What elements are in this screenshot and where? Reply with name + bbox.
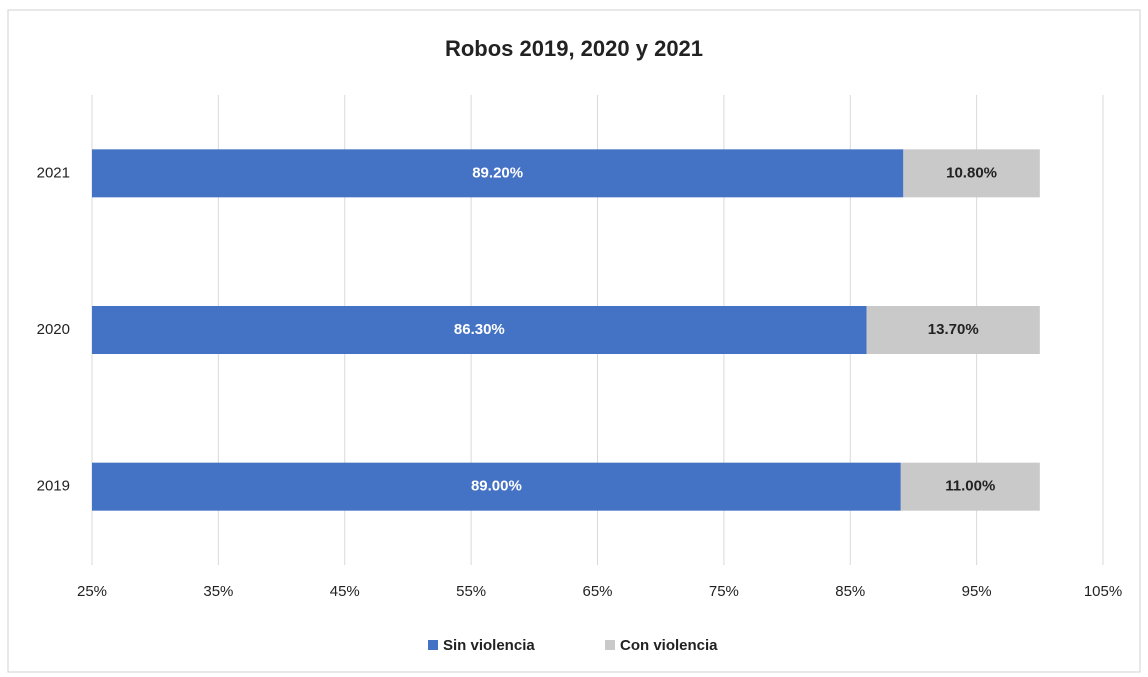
bar-segment — [866, 306, 1040, 354]
x-tick-label: 105% — [1084, 583, 1122, 600]
legend-label: Con violencia — [620, 637, 718, 654]
bar-segment — [92, 306, 867, 354]
x-tick-label: 75% — [709, 583, 739, 600]
data-label: 13.70% — [928, 321, 979, 338]
legend-label: Sin violencia — [443, 637, 535, 654]
data-label: 86.30% — [454, 321, 505, 338]
y-tick-label: 2019 — [37, 478, 70, 495]
bar-segment — [92, 462, 901, 511]
y-tick-label: 2020 — [37, 321, 70, 338]
data-label: 89.00% — [471, 478, 522, 495]
x-tick-label: 65% — [582, 583, 612, 600]
x-tick-label: 45% — [330, 583, 360, 600]
legend-swatch — [605, 640, 615, 650]
data-label: 89.20% — [472, 164, 523, 181]
x-tick-label: 35% — [203, 583, 233, 600]
bar-segment — [92, 149, 904, 198]
legend-swatch — [428, 640, 438, 650]
bar-segment — [900, 462, 1040, 511]
y-tick-label: 2021 — [37, 164, 70, 181]
x-tick-label: 25% — [77, 583, 107, 600]
x-tick-label: 55% — [456, 583, 486, 600]
data-label: 10.80% — [946, 164, 997, 181]
x-tick-label: 95% — [962, 583, 992, 600]
x-tick-label: 85% — [835, 583, 865, 600]
bar-segment — [903, 149, 1040, 198]
chart-title: Robos 2019, 2020 y 2021 — [445, 36, 703, 61]
data-label: 11.00% — [945, 478, 995, 495]
